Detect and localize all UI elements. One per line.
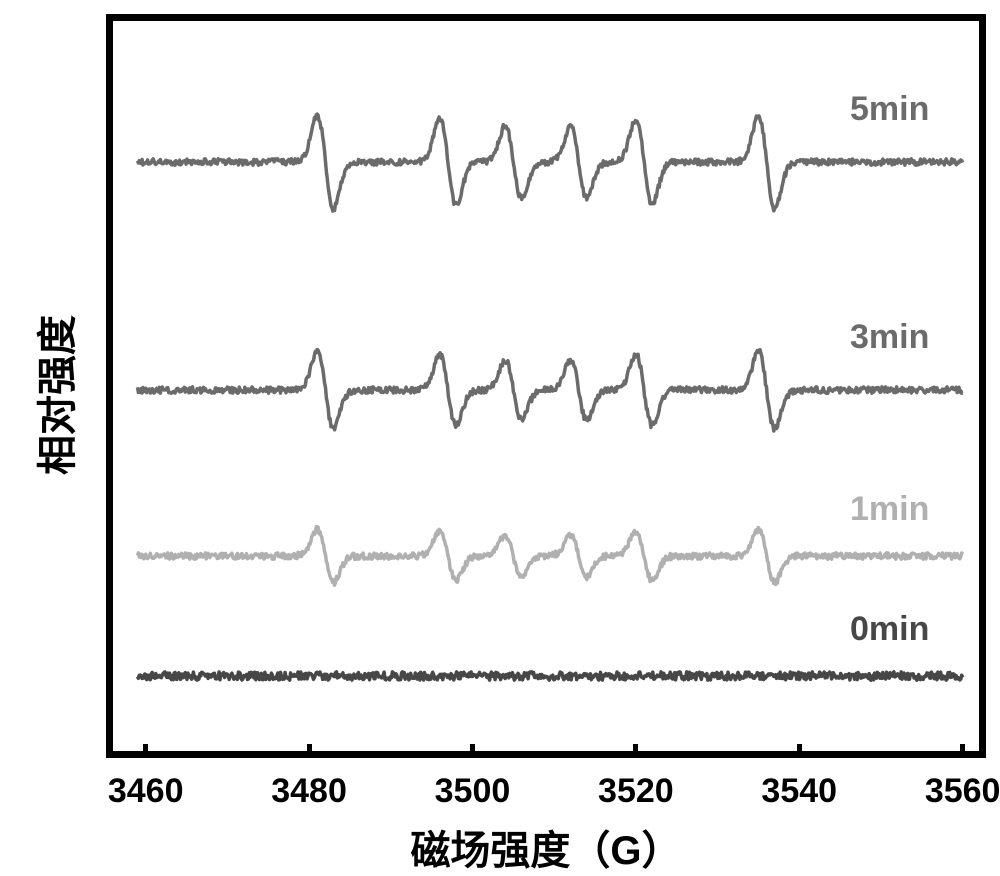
epr-figure: 相对强度 磁场强度（G） 346034803500352035403560 5m… [0,0,1000,874]
spectrum-trace [138,527,963,586]
spectra-svg [0,0,1000,874]
spectrum-trace [138,114,963,211]
spectrum-trace [138,672,963,680]
spectrum-trace [138,350,963,432]
